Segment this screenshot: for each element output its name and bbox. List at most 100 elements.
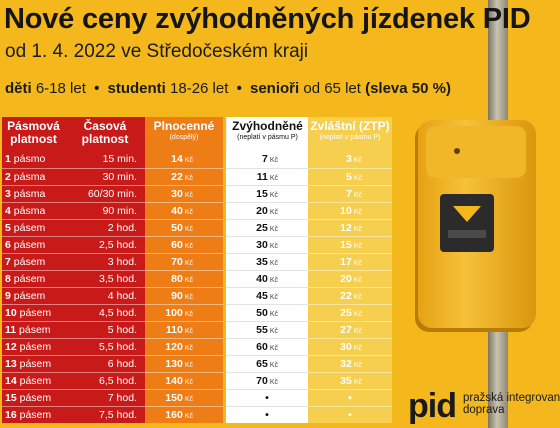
currency-label: Kč — [184, 413, 193, 420]
zones-word: pásem — [13, 239, 46, 251]
special-price-cell: 5 Kč — [308, 168, 392, 185]
currency-label: Kč — [269, 345, 278, 352]
full-price-cell: 50 Kč — [145, 219, 223, 236]
header-full-note: (dospělý) — [169, 134, 199, 141]
time-cell: 3 hod. — [65, 253, 145, 270]
validator-led — [454, 148, 460, 154]
currency-label: Kč — [353, 362, 362, 369]
ticket-validator-illustration — [418, 120, 536, 328]
currency-label: Kč — [353, 175, 362, 182]
special-price-cell: 12 Kč — [308, 219, 392, 236]
reduced-price-value: 7 — [261, 153, 268, 165]
reduced-price-cell: 30 Kč — [226, 236, 308, 253]
time-value: 6 hod. — [107, 358, 137, 370]
reduced-price-cell: 50 Kč — [226, 304, 308, 321]
full-price-value: 140 — [165, 375, 183, 387]
special-price-cell: • — [308, 389, 392, 406]
full-price-value: 22 — [171, 171, 183, 183]
zones-cell: 16 pásem — [2, 406, 65, 423]
time-value: 4,5 hod. — [99, 307, 137, 319]
zones-number: 11 — [5, 324, 17, 336]
time-cell: 2 hod. — [65, 219, 145, 236]
zones-number: 8 — [5, 273, 11, 285]
reduced-price-cell: 15 Kč — [226, 185, 308, 202]
zones-cell: 14 pásem — [2, 372, 65, 389]
currency-label: Kč — [353, 345, 362, 352]
zones-number: 10 — [5, 307, 17, 319]
zones-cell: 8 pásem — [2, 270, 65, 287]
zones-cell: 13 pásem — [2, 355, 65, 372]
zones-cell: 3 pásma — [2, 185, 65, 202]
reduced-price-value: • — [265, 392, 269, 404]
zones-number: 14 — [5, 375, 17, 387]
bullet-separator: • — [94, 80, 100, 97]
currency-label: Kč — [184, 362, 193, 369]
students-label: studenti — [107, 80, 166, 97]
time-value: 30 min. — [102, 171, 137, 183]
zones-number: 6 — [5, 239, 11, 251]
header-zones-label: Pásmová platnost — [7, 119, 60, 146]
full-price-cell: 40 Kč — [145, 202, 223, 219]
full-price-value: 130 — [165, 358, 183, 370]
time-cell: 60/30 min. — [65, 185, 145, 202]
time-cell: 90 min. — [65, 202, 145, 219]
currency-label: Kč — [353, 226, 362, 233]
zones-word: pásma — [13, 188, 46, 200]
special-price-cell: 30 Kč — [308, 338, 392, 355]
zones-number: 12 — [5, 341, 17, 353]
special-price-value: 5 — [345, 171, 352, 183]
full-price-value: 120 — [165, 341, 183, 353]
full-price-cell: 120 Kč — [145, 338, 223, 355]
currency-label: Kč — [269, 175, 278, 182]
currency-label: Kč — [269, 379, 278, 386]
special-price-value: 15 — [340, 239, 352, 251]
time-cell: 2,5 hod. — [65, 236, 145, 253]
time-value: 3,5 hod. — [99, 273, 137, 285]
header-special: Zvláštní (ZTP) (neplatí v pásmu P) — [308, 117, 392, 151]
full-price-cell: 130 Kč — [145, 355, 223, 372]
header-time-label: Časová platnost — [81, 119, 129, 146]
currency-label: Kč — [184, 277, 193, 284]
currency-label: Kč — [184, 379, 193, 386]
page-subtitle: od 1. 4. 2022 ve Středočeském kraji — [5, 41, 309, 62]
currency-label: Kč — [353, 311, 362, 318]
zones-word: pásem — [19, 375, 52, 387]
zones-number: 2 — [5, 171, 11, 183]
seniors-label: senioři — [250, 80, 300, 97]
zones-word: pásem — [13, 256, 46, 268]
header-reduced-label: Zvýhodněné — [232, 119, 303, 133]
validator-slot — [440, 194, 494, 252]
header-special-note: (neplatí v pásmu P) — [319, 134, 381, 141]
full-price-cell: 80 Kč — [145, 270, 223, 287]
zones-word: pásem — [13, 222, 46, 234]
full-price-value: 70 — [171, 256, 183, 268]
time-value: 60/30 min. — [87, 188, 137, 200]
discount-note: (sleva 50 %) — [365, 80, 451, 97]
header-special-label: Zvláštní (ZTP) — [310, 119, 390, 133]
zones-number: 5 — [5, 222, 11, 234]
time-value: 4 hod. — [107, 290, 137, 302]
special-price-value: 27 — [340, 324, 352, 336]
reduced-price-value: 30 — [256, 239, 268, 251]
time-cell: 5,5 hod. — [65, 338, 145, 355]
full-price-value: 30 — [171, 188, 183, 200]
zones-cell: 6 pásem — [2, 236, 65, 253]
zones-word: pásmo — [13, 153, 46, 165]
full-price-cell: 14 Kč — [145, 151, 223, 168]
zones-word: pásem — [19, 324, 51, 336]
zones-cell: 9 pásem — [2, 287, 65, 304]
reduced-price-cell: 55 Kč — [226, 321, 308, 338]
full-price-value: 60 — [171, 239, 183, 251]
reduced-price-cell: 65 Kč — [226, 355, 308, 372]
full-price-cell: 140 Kč — [145, 372, 223, 389]
currency-label: Kč — [353, 192, 362, 199]
header-time: Časová platnost — [65, 117, 145, 151]
currency-label: Kč — [353, 157, 362, 164]
zones-number: 9 — [5, 290, 11, 302]
zones-number: 3 — [5, 188, 11, 200]
full-price-value: 80 — [171, 273, 183, 285]
special-price-value: 35 — [340, 375, 352, 387]
currency-label: Kč — [353, 209, 362, 216]
eligible-groups: děti 6-18 let • studenti 18-26 let • sen… — [5, 80, 451, 97]
children-label: děti — [5, 80, 32, 97]
